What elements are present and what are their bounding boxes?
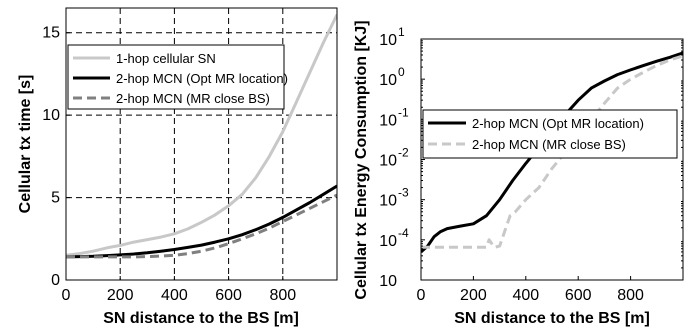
right-legend-label-1: 2-hop MCN (MR close BS) (472, 137, 626, 152)
right-y-tick-label: 10 (379, 32, 397, 49)
left-series-line-0 (66, 13, 337, 257)
left-series-line-2 (66, 193, 337, 259)
left-legend: 1-hop cellular SN 2-hop MCN (Opt MR locat… (67, 44, 288, 110)
right-y-tick-exponent: -1 (398, 105, 409, 119)
right-x-tick-label: 800 (617, 287, 644, 304)
left-legend-label-1: 2-hop MCN (Opt MR location) (116, 71, 288, 86)
right-x-ticks: 0 200 400 600 800 (417, 276, 644, 304)
right-y-tick-exponent: -4 (398, 226, 409, 240)
left-legend-label-2: 2-hop MCN (MR close BS) (116, 91, 270, 106)
right-y-tick-label: 10 (379, 273, 397, 290)
left-x-ticks: 0 200 400 600 800 (62, 276, 296, 304)
left-y-tick-label: 15 (42, 25, 60, 42)
left-x-tick-label: 600 (215, 287, 242, 304)
right-y-tick-label: 10 (379, 233, 397, 250)
right-legend-label-0: 2-hop MCN (Opt MR location) (472, 116, 644, 131)
right-y-tick-label: 10 (379, 153, 397, 170)
right-y-tick-label: 10 (379, 112, 397, 129)
right-x-tick-label: 400 (512, 287, 539, 304)
right-series-line-1 (421, 54, 683, 249)
left-y-axis-label: Cellular tx time [s] (17, 75, 34, 214)
left-x-axis-label: SN distance to the BS [m] (103, 310, 299, 327)
left-series-line-1 (66, 184, 337, 259)
right-y-tick-exponent: 0 (398, 65, 405, 79)
right-legend-box (422, 109, 678, 159)
right-x-tick-label: 200 (460, 287, 487, 304)
right-plot-area (421, 39, 683, 280)
left-y-tick-label: 10 (42, 107, 60, 124)
right-y-tick-exponent: -3 (398, 186, 409, 200)
left-y-tick-label: 5 (51, 190, 60, 207)
right-y-tick-exponent: 1 (398, 25, 405, 39)
right-x-tick-label: 600 (565, 287, 592, 304)
right-legend: 2-hop MCN (Opt MR location) 2-hop MCN (MR… (422, 109, 678, 159)
right-y-tick-label: 10 (379, 193, 397, 210)
left-series-lines (66, 13, 337, 259)
left-x-tick-label: 200 (107, 287, 134, 304)
left-legend-label-0: 1-hop cellular SN (116, 51, 216, 66)
right-x-tick-label: 0 (417, 287, 426, 304)
right-y-axis-label: Cellular tx Energy Consumption [KJ] (353, 20, 370, 299)
right-y-tick-label: 10 (379, 72, 397, 89)
left-plot-frame (65, 7, 338, 281)
right-y-tick-exponent: -2 (398, 146, 409, 160)
left-x-tick-label: 400 (161, 287, 188, 304)
left-x-tick-label: 0 (62, 287, 71, 304)
right-x-axis-label: SN distance to the BS [m] (454, 310, 650, 327)
left-y-ticks: 0 5 10 15 (42, 25, 70, 289)
left-chart: 0 200 400 600 800 0 5 10 15 SN distance to the … (17, 7, 338, 327)
left-y-tick-label: 0 (51, 272, 60, 289)
left-x-tick-label: 800 (269, 287, 296, 304)
